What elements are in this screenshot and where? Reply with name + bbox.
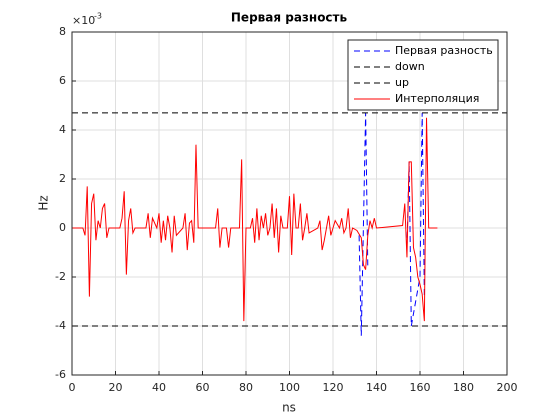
legend-label: Интерполяция: [395, 92, 479, 105]
legend-label: down: [395, 60, 425, 73]
y-axis-label: Hz: [37, 195, 51, 210]
x-axis-label: ns: [282, 401, 296, 415]
x-tick-label: 100: [279, 381, 300, 394]
x-tick-label: 60: [196, 381, 210, 394]
x-tick-label: 0: [69, 381, 76, 394]
y-tick-label: 6: [59, 74, 66, 87]
x-tick-label: 20: [109, 381, 123, 394]
y-exponent-power: -3: [94, 12, 102, 21]
series-line: [72, 117, 438, 322]
series-line: [358, 112, 369, 336]
y-exponent-base: ×10: [72, 14, 95, 27]
y-tick-label: 8: [59, 25, 66, 38]
legend-label: Первая разность: [395, 44, 493, 57]
x-tick-label: 140: [366, 381, 387, 394]
y-tick-label: -4: [55, 319, 66, 332]
x-tick-label: 180: [453, 381, 474, 394]
legend-box: [347, 39, 499, 111]
axes-box: [71, 31, 508, 376]
y-tick-label: 2: [59, 172, 66, 185]
x-tick-label: 200: [497, 381, 518, 394]
y-tick-label: 0: [59, 221, 66, 234]
x-tick-label: 160: [410, 381, 431, 394]
x-tick-label: 120: [323, 381, 344, 394]
y-tick-label: 4: [59, 123, 66, 136]
legend-label: up: [395, 76, 409, 89]
y-tick-label: -6: [55, 368, 66, 381]
chart-title: Первая разность: [231, 11, 348, 25]
x-tick-label: 80: [239, 381, 253, 394]
y-tick-label: -2: [55, 270, 66, 283]
x-tick-label: 40: [152, 381, 166, 394]
